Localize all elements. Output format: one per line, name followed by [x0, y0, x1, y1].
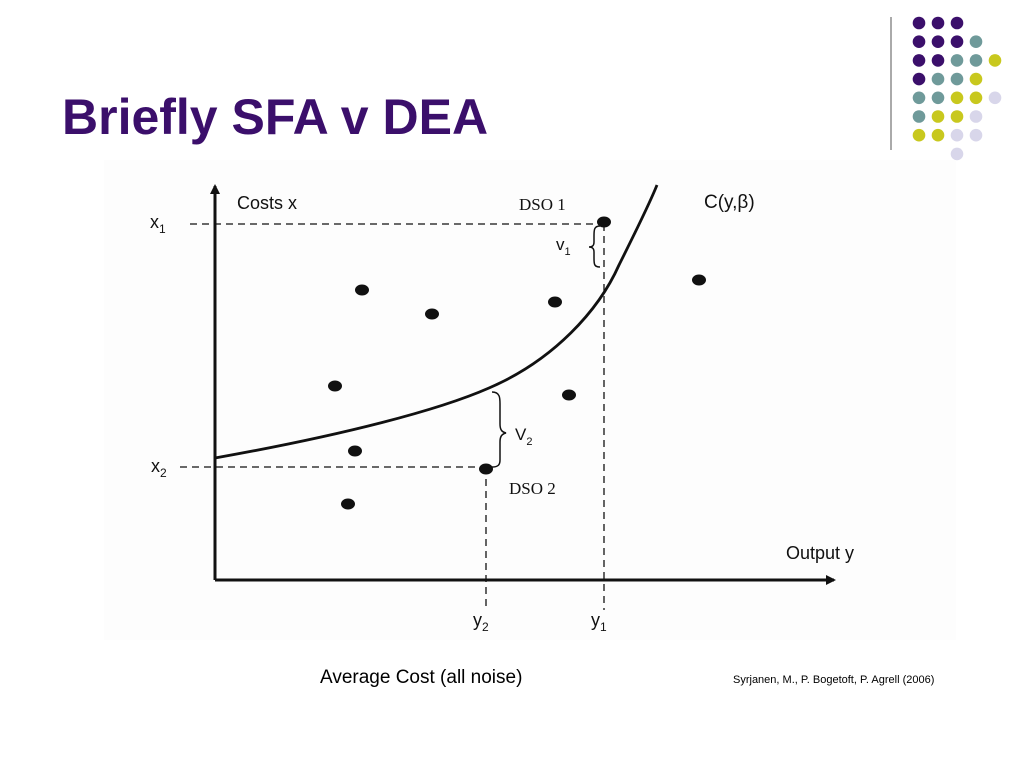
- decorative-dot: [950, 16, 964, 30]
- y1-tick-label: y1: [591, 610, 607, 634]
- x-axis-label: Output y: [786, 543, 854, 563]
- decorative-dot: [950, 91, 964, 105]
- decorative-dot: [931, 54, 945, 67]
- decorative-dot: [931, 16, 945, 30]
- data-point: [328, 380, 342, 392]
- y2-tick-label: y2: [473, 610, 489, 634]
- decorative-dot: [969, 110, 983, 123]
- figure-caption: Average Cost (all noise): [320, 667, 523, 688]
- decorative-dot: [912, 54, 926, 67]
- decorative-dot: [912, 91, 926, 105]
- cost-frontier-diagram: Costs x Output y C(y,β) x1 x2 y2 y1 DSO …: [150, 184, 854, 634]
- decorative-dot: [950, 147, 964, 161]
- dot-grid: [912, 16, 1002, 161]
- decorative-dot: [969, 72, 983, 86]
- sfa-dea-figure: Costs x Output y C(y,β) x1 x2 y2 y1 DSO …: [104, 160, 956, 640]
- dso2-label: DSO 2: [509, 479, 556, 498]
- curve-label: C(y,β): [704, 192, 755, 213]
- slide-title: Briefly SFA v DEA: [62, 89, 489, 145]
- decorative-dot: [931, 110, 945, 123]
- data-point: [548, 296, 562, 308]
- decorative-dot: [969, 35, 983, 48]
- decorative-dot: [988, 54, 1002, 67]
- decorative-dot: [950, 128, 964, 142]
- decorative-dot: [912, 110, 926, 123]
- decorative-dot: [931, 72, 945, 86]
- y-axis-label: Costs x: [237, 193, 297, 213]
- decorative-dot: [950, 54, 964, 67]
- decorative-dot: [969, 128, 983, 142]
- decorative-dot: [912, 35, 926, 48]
- v2-brace: [491, 391, 507, 468]
- dso1-point: [597, 216, 611, 228]
- x2-tick-label: x2: [151, 456, 167, 480]
- citation-text: Syrjanen, M., P. Bogetoft, P. Agrell (20…: [733, 674, 935, 686]
- dso1-label: DSO 1: [519, 195, 566, 214]
- decorative-dot: [912, 128, 926, 142]
- decorative-dot: [988, 91, 1002, 105]
- decorative-dot: [969, 91, 983, 105]
- data-point: [562, 389, 576, 401]
- decorative-dot: [912, 72, 926, 86]
- decorative-dot: [931, 91, 945, 105]
- v1-brace: [588, 225, 601, 268]
- decorative-dot: [950, 110, 964, 123]
- v2-label: V2: [515, 425, 532, 448]
- data-point: [341, 498, 355, 510]
- decorative-dot: [950, 35, 964, 48]
- dso2-point: [479, 463, 493, 475]
- decorative-dot: [931, 128, 945, 142]
- cost-frontier-curve: [214, 184, 659, 460]
- decorative-dot: [950, 72, 964, 86]
- decorative-dot: [931, 35, 945, 48]
- v1-label: v1: [556, 235, 571, 258]
- data-point: [692, 274, 706, 286]
- decorative-dot: [969, 54, 983, 67]
- decorative-dot: [912, 16, 926, 30]
- x1-tick-label: x1: [150, 212, 166, 236]
- data-points: [328, 216, 706, 510]
- data-point: [425, 308, 439, 320]
- data-point: [348, 445, 362, 457]
- data-point: [355, 284, 369, 296]
